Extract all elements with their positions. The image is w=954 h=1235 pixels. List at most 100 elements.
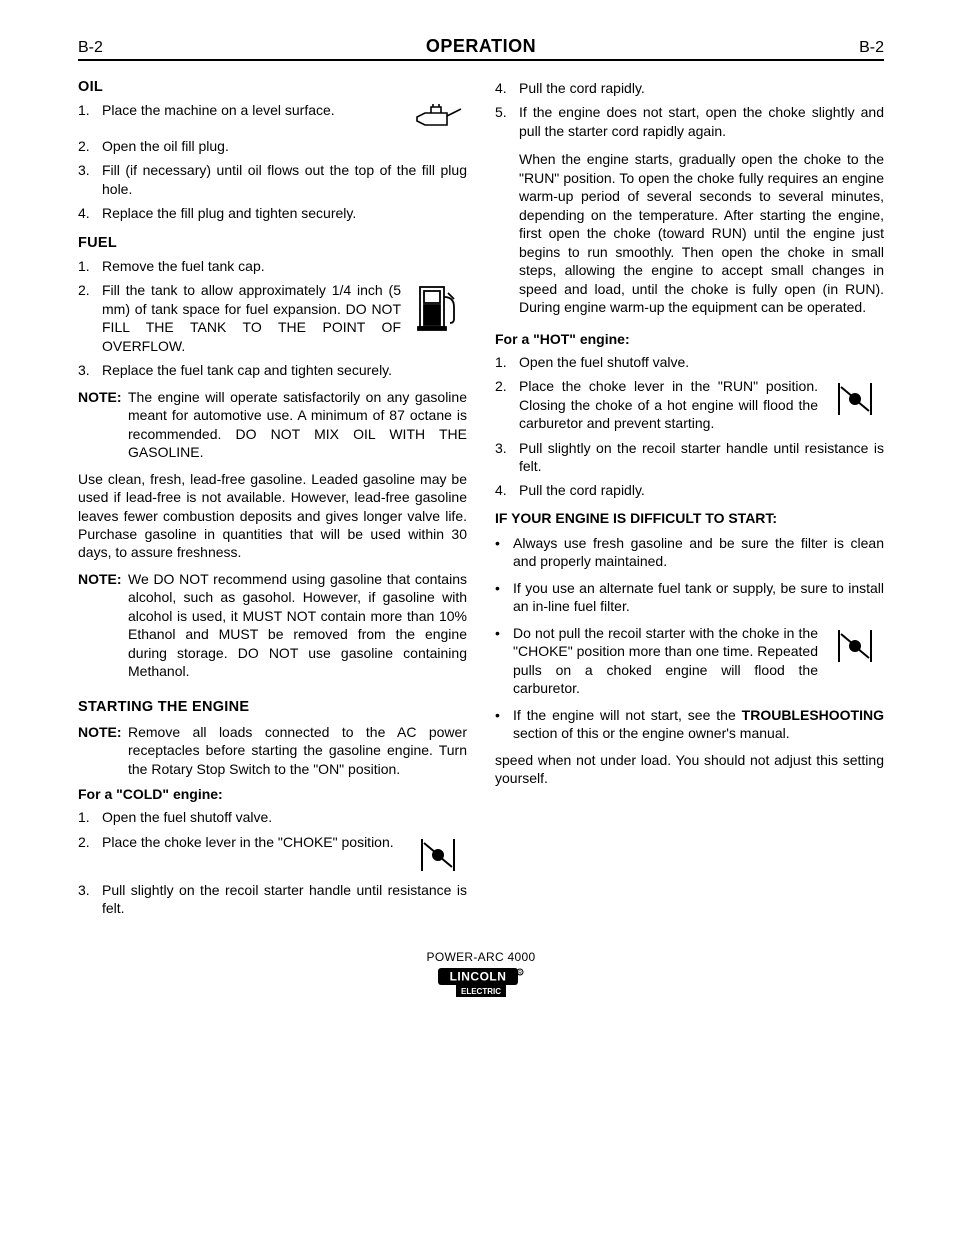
trouble-post: section of this or the engine owner's ma…: [513, 725, 790, 741]
model-name: POWER-ARC 4000: [78, 950, 884, 964]
list-text: Open the fuel shutoff valve.: [519, 353, 884, 371]
list-item: 1.Open the fuel shutoff valve.: [78, 808, 467, 826]
list-number: 1.: [78, 257, 102, 275]
cold-list: 1.Open the fuel shutoff valve. 2. Place …: [78, 808, 467, 917]
list-number: 2.: [78, 137, 102, 155]
list-number: 3.: [78, 881, 102, 918]
list-item: 4.Replace the fill plug and tighten secu…: [78, 204, 467, 222]
page-number-right: B-2: [859, 39, 884, 57]
fuel-list: 1.Remove the fuel tank cap. 2. Fill the …: [78, 257, 467, 380]
page-number-left: B-2: [78, 39, 103, 57]
note-text: We DO NOT recommend using gasoline that …: [128, 570, 467, 681]
list-text: Replace the fuel tank cap and tighten se…: [102, 361, 467, 379]
svg-text:ELECTRIC: ELECTRIC: [461, 987, 501, 996]
choke-lever-icon: [826, 377, 884, 419]
list-number: 1.: [495, 353, 519, 371]
difficult-list: •Always use fresh gasoline and be sure t…: [495, 534, 884, 743]
fuel-note-1: NOTE: The engine will operate satisfacto…: [78, 388, 467, 462]
list-number: 4.: [495, 79, 519, 97]
list-text: Open the fuel shutoff valve.: [102, 808, 467, 826]
list-text: Fill (if necessary) until oil flows out …: [102, 161, 467, 198]
bullet: •: [495, 706, 513, 743]
list-text: Place the choke lever in the "CHOKE" pos…: [102, 833, 401, 851]
choke-lever-icon: [409, 833, 467, 875]
cold-engine-heading: For a "COLD" engine:: [78, 786, 467, 802]
list-number: 2.: [78, 281, 102, 355]
page: B-2 OPERATION B-2 OIL 1. Place the machi…: [0, 0, 954, 1033]
svg-text:R: R: [518, 970, 522, 976]
page-title: OPERATION: [426, 36, 536, 57]
cold-list-continued: 4.Pull the cord rapidly. 5. If the engin…: [495, 79, 884, 317]
note-label: NOTE:: [78, 723, 128, 778]
note-label: NOTE:: [78, 388, 128, 462]
list-item: 4.Pull the cord rapidly.: [495, 79, 884, 97]
list-item: 3.Replace the fuel tank cap and tighten …: [78, 361, 467, 379]
list-number: 4.: [495, 481, 519, 499]
list-number: 3.: [495, 439, 519, 476]
bullet: •: [495, 534, 513, 571]
list-number: 3.: [78, 361, 102, 379]
right-column: 4.Pull the cord rapidly. 5. If the engin…: [495, 67, 884, 924]
list-text: Fill the tank to allow approximately 1/4…: [102, 281, 401, 355]
list-item: 3.Pull slightly on the recoil starter ha…: [495, 439, 884, 476]
list-text: Place the choke lever in the "RUN" posit…: [519, 377, 818, 432]
list-item: 1.Open the fuel shutoff valve.: [495, 353, 884, 371]
list-item: • If the engine will not start, see the …: [495, 706, 884, 743]
oil-list: 1. Place the machine on a level surface.: [78, 101, 467, 223]
list-item: 2. Fill the tank to allow approximately …: [78, 281, 467, 355]
list-text: If the engine does not start, open the c…: [519, 103, 884, 140]
list-number: 2.: [78, 833, 102, 875]
list-text: Remove the fuel tank cap.: [102, 257, 467, 275]
list-item: 4.Pull the cord rapidly.: [495, 481, 884, 499]
list-text: If you use an alternate fuel tank or sup…: [513, 579, 884, 616]
starting-heading: STARTING THE ENGINE: [78, 699, 467, 715]
list-text: Place the machine on a level surface.: [102, 101, 401, 119]
trouble-pre: If the engine will not start, see the: [513, 707, 742, 723]
fuel-pump-icon: [409, 281, 467, 331]
left-column: OIL 1. Place the machine on a level surf…: [78, 67, 467, 924]
content-columns: OIL 1. Place the machine on a level surf…: [78, 67, 884, 924]
bullet: •: [495, 579, 513, 616]
list-number: 4.: [78, 204, 102, 222]
note-text: Remove all loads connected to the AC pow…: [128, 723, 467, 778]
fuel-paragraph: Use clean, fresh, lead-free gasoline. Le…: [78, 470, 467, 562]
fuel-heading: FUEL: [78, 235, 467, 251]
hot-list: 1.Open the fuel shutoff valve. 2. Place …: [495, 353, 884, 500]
starting-note: NOTE: Remove all loads connected to the …: [78, 723, 467, 778]
list-text: Always use fresh gasoline and be sure th…: [513, 534, 884, 571]
list-text: Pull slightly on the recoil starter hand…: [102, 881, 467, 918]
list-item: 2. Place the choke lever in the "RUN" po…: [495, 377, 884, 432]
list-item: 3.Fill (if necessary) until oil flows ou…: [78, 161, 467, 198]
fuel-note-2: NOTE: We DO NOT recommend using gasoline…: [78, 570, 467, 681]
lincoln-electric-logo: LINCOLN ELECTRIC R: [438, 968, 524, 998]
list-item: •If you use an alternate fuel tank or su…: [495, 579, 884, 616]
list-item: 1. Place the machine on a level surface.: [78, 101, 467, 131]
troubleshoot-text: If the engine will not start, see the TR…: [513, 706, 884, 743]
list-number: 1.: [78, 101, 102, 131]
list-item: 2.Open the oil fill plug.: [78, 137, 467, 155]
list-item: • Do not pull the recoil starter with th…: [495, 624, 884, 698]
oil-can-icon: [409, 101, 467, 131]
list-item: 5. If the engine does not start, open th…: [495, 103, 884, 316]
cold-followup-text: When the engine starts, gradually open t…: [519, 150, 884, 316]
list-text: Pull slightly on the recoil starter hand…: [519, 439, 884, 476]
list-number: 2.: [495, 377, 519, 432]
list-text: Pull the cord rapidly.: [519, 481, 884, 499]
list-item: 2. Place the choke lever in the "CHOKE" …: [78, 833, 467, 875]
page-header: B-2 OPERATION B-2: [78, 36, 884, 61]
list-number: 3.: [78, 161, 102, 198]
oil-heading: OIL: [78, 79, 467, 95]
list-number: 1.: [78, 808, 102, 826]
choke-lever-icon: [826, 624, 884, 666]
hot-engine-heading: For a "HOT" engine:: [495, 331, 884, 347]
list-item: 3.Pull slightly on the recoil starter ha…: [78, 881, 467, 918]
note-label: NOTE:: [78, 570, 128, 681]
speed-paragraph: speed when not under load. You should no…: [495, 751, 884, 788]
list-item: •Always use fresh gasoline and be sure t…: [495, 534, 884, 571]
list-text: Do not pull the recoil starter with the …: [513, 624, 818, 698]
difficult-heading: IF YOUR ENGINE IS DIFFICULT TO START:: [495, 510, 884, 526]
list-text: Replace the fill plug and tighten secure…: [102, 204, 467, 222]
bullet: •: [495, 624, 513, 698]
trouble-bold: TROUBLESHOOTING: [742, 707, 884, 723]
list-number: 5.: [495, 103, 519, 316]
